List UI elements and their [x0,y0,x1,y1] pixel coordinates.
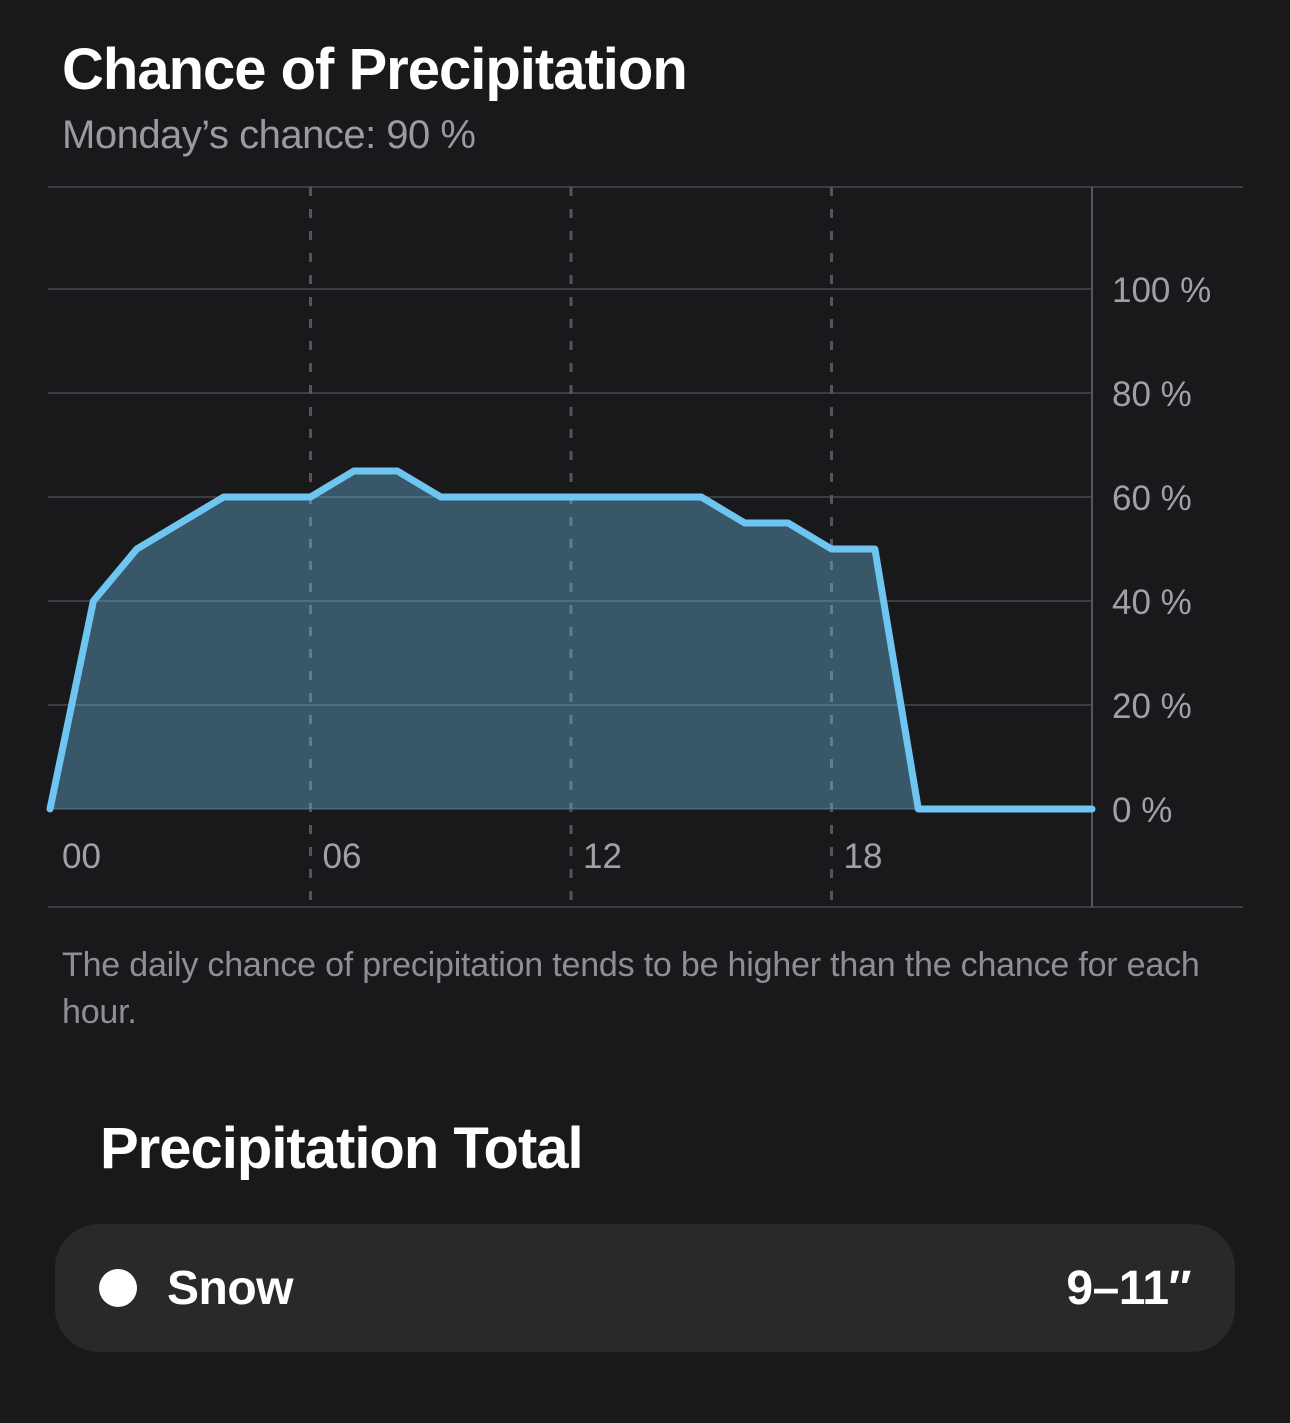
precipitation-area-fill [50,470,1092,809]
chart-canvas[interactable]: 100 % 80 % 60 % 40 % 20 % 0 % 00 06 12 18 [0,182,1290,912]
x-tick-label: 00 [62,837,101,876]
snow-dot-icon [99,1269,137,1308]
chart-container: 100 % 80 % 60 % 40 % 20 % 0 % 00 06 12 18 [0,182,1290,912]
chart-header: Chance of Precipitation Monday’s chance:… [0,0,1290,158]
y-tick-label: 60 % [1112,479,1192,518]
chart-subtitle: Monday’s chance: 90 % [62,112,476,157]
y-tick-label: 80 % [1112,375,1192,414]
precip-row-value: 9–11″ [1066,1261,1191,1315]
y-tick-label: 40 % [1112,583,1192,622]
y-tick-label: 0 % [1112,791,1172,830]
precipitation-line [46,467,1096,813]
x-tick-label: 06 [323,837,362,876]
y-tick-label: 20 % [1112,687,1192,726]
chart-caption: The daily chance of precipitation tends … [62,945,1200,1032]
page-title: Chance of Precipitation [62,37,688,102]
x-tick-label: 18 [844,837,883,876]
precipitation-total-title: Precipitation Total [100,1116,584,1182]
precipitation-total-card: Snow 9–11″ [55,1224,1235,1353]
y-tick-label: 100 % [1112,271,1211,310]
x-tick-label: 12 [583,837,622,876]
precip-row-label: Snow [167,1261,294,1315]
